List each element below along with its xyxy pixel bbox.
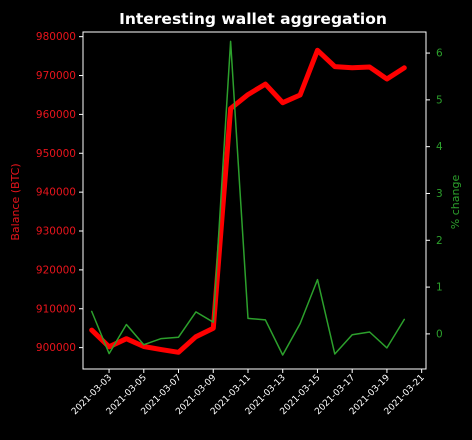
left-tick-label: 920000 [36,264,76,276]
right-tick-label: 1 [436,282,443,294]
plot-frame [82,31,427,370]
right-tick-label: 5 [436,94,443,106]
left-axis-label: Balance (BTC) [9,163,22,240]
left-tick-label: 930000 [36,226,76,238]
right-axis-label: % change [449,175,462,230]
left-tick-label: 950000 [36,148,76,160]
balance-series-line [89,47,407,355]
left-tick-label: 970000 [36,70,76,82]
left-tick-label: 900000 [36,342,76,354]
right-tick-label: 0 [436,328,443,340]
right-tick-label: 4 [436,141,443,153]
left-tick-label: 960000 [36,109,76,121]
right-tick-label: 3 [436,188,443,200]
left-tick-label: 910000 [36,303,76,315]
left-tick-label: 980000 [36,31,76,43]
right-tick-label: 2 [436,235,443,247]
plot-area: 900000 910000 920000 930000 940000 950000 9600… [36,31,443,417]
chart-title: Interesting wallet aggregation [119,10,387,28]
left-tick-label: 940000 [36,187,76,199]
pct-change-series-line [90,40,406,356]
right-tick-label: 6 [436,48,443,60]
